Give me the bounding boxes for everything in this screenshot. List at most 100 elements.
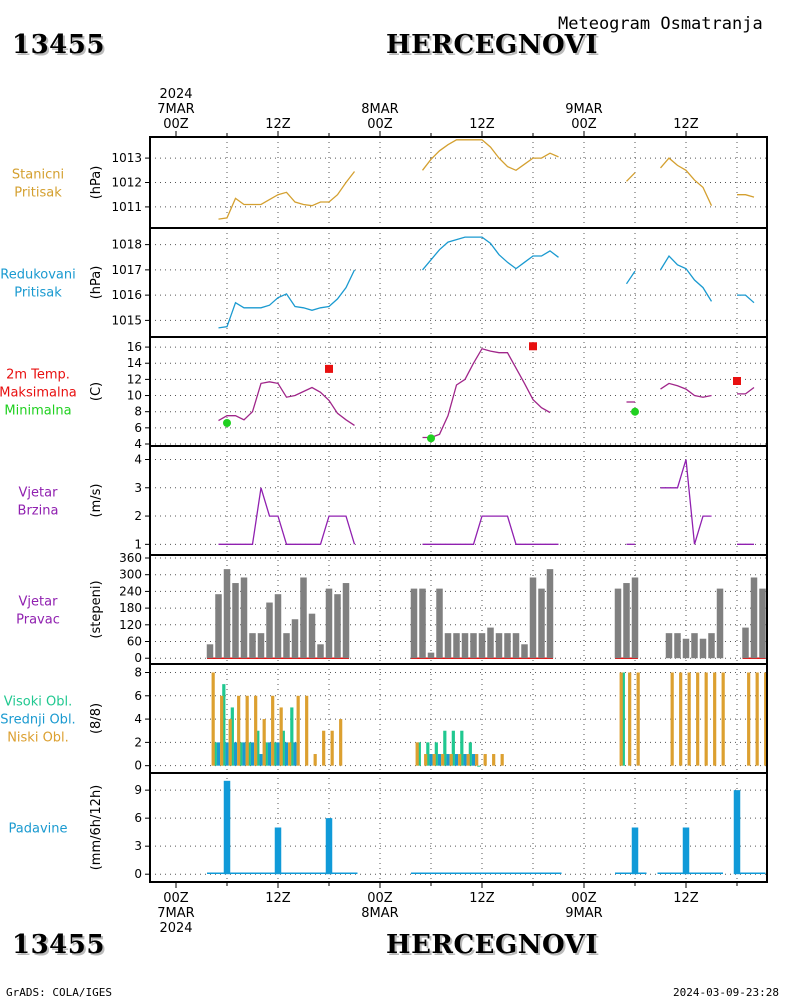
bar: [233, 742, 238, 766]
y-tick-label: 6: [134, 689, 142, 703]
bar: [631, 577, 639, 659]
y-tick-label: 60: [127, 635, 142, 649]
bar: [257, 633, 265, 659]
bar: [284, 742, 289, 766]
bar: [471, 754, 476, 766]
bar: [225, 742, 229, 766]
series-line: [737, 194, 755, 198]
time-label-bottom: 2024: [159, 921, 192, 936]
timestamp-text: 2024-03-09-23:28: [673, 986, 779, 999]
bar: [216, 742, 221, 766]
bar: [308, 613, 316, 659]
time-label-top: 2024: [159, 87, 192, 102]
bar: [759, 588, 766, 659]
y-axis-label: (hPa): [89, 266, 104, 300]
bar: [296, 695, 300, 766]
bar: [211, 672, 215, 766]
bar: [283, 633, 290, 659]
y-tick-label: 4: [134, 437, 142, 451]
time-label-bottom: 00Z: [367, 891, 393, 906]
series-line: [737, 294, 755, 304]
bar: [461, 633, 469, 659]
min-temp-marker: [427, 434, 435, 443]
min-temp-marker: [631, 407, 639, 416]
bar: [325, 818, 333, 875]
panel-frame: [149, 772, 768, 883]
bar: [687, 672, 691, 766]
time-label-top: 9MAR: [565, 102, 602, 117]
time-label-top: 12Z: [673, 117, 699, 132]
panel-title-line: Visoki Obl.: [4, 695, 72, 710]
y-tick-label: 4: [134, 712, 142, 726]
bar: [264, 742, 268, 766]
series-line: [422, 236, 559, 271]
bar: [279, 707, 283, 766]
y-tick-label: 1017: [111, 263, 142, 277]
bar: [215, 594, 222, 659]
panel-title-line: Vjetar: [19, 595, 59, 610]
bar: [290, 707, 294, 766]
series-line: [660, 157, 713, 206]
bar: [267, 742, 272, 766]
bar: [466, 754, 470, 766]
bar: [665, 633, 673, 659]
station-id-top: 13455: [12, 30, 105, 60]
bar: [631, 827, 639, 875]
bar: [417, 742, 421, 766]
bar: [293, 742, 297, 766]
bar: [228, 719, 232, 766]
bar: [317, 644, 324, 659]
bar: [313, 754, 317, 766]
bar: [266, 602, 273, 659]
bar: [273, 742, 277, 766]
bar: [478, 633, 486, 659]
time-label-top: 12Z: [265, 117, 291, 132]
bar: [437, 754, 442, 766]
bar: [742, 627, 749, 659]
y-tick-label: 9: [134, 783, 142, 797]
bar: [300, 577, 307, 659]
y-axis-label: (C): [89, 382, 104, 401]
time-label-bottom: 9MAR: [565, 906, 602, 921]
panel-title-line: Padavine: [9, 822, 68, 837]
bar: [424, 754, 428, 766]
series-line: [737, 386, 755, 395]
bar: [443, 730, 447, 766]
bar: [504, 633, 511, 659]
panel-title-line: Pritisak: [14, 186, 62, 201]
y-tick-label: 12: [127, 372, 142, 386]
y-tick-label: 14: [127, 356, 142, 370]
bar: [636, 672, 640, 766]
panel-title-line: 2m Temp.: [6, 368, 70, 383]
bar: [334, 594, 341, 659]
bar: [623, 583, 630, 659]
panel-title-line: Stanicni: [12, 168, 64, 183]
y-tick-label: 240: [119, 584, 142, 598]
station-name-bottom: HERCEGNOVI: [386, 930, 598, 960]
bar: [330, 730, 334, 766]
series-line: [218, 171, 356, 220]
bar: [262, 719, 266, 766]
y-tick-label: 0: [134, 867, 142, 881]
series-line: [218, 487, 356, 545]
y-tick-label: 6: [134, 811, 142, 825]
panel-title-line: Pritisak: [14, 286, 62, 301]
panel-station_pressure: 1011 1012 1013 (hPa) Stanicni Pritisak: [12, 136, 768, 229]
bar: [458, 754, 462, 766]
bar: [223, 569, 231, 659]
bar: [222, 684, 226, 766]
series-line: [660, 382, 712, 398]
bar: [223, 780, 231, 875]
panel-reduced_pressure: 1015 1016 1017 1018 (hPa) Redukovani Pritisak: [0, 227, 768, 338]
time-label-top: 8MAR: [361, 102, 398, 117]
time-label-top: 7MAR: [157, 102, 194, 117]
series-line: [626, 172, 636, 182]
series-line: [660, 459, 712, 545]
max-temp-marker: [325, 364, 333, 373]
bar: [682, 827, 690, 875]
station-id-bottom: 13455: [12, 930, 105, 960]
bar: [619, 672, 623, 766]
bar: [764, 672, 768, 766]
y-tick-label: 1015: [111, 313, 142, 327]
